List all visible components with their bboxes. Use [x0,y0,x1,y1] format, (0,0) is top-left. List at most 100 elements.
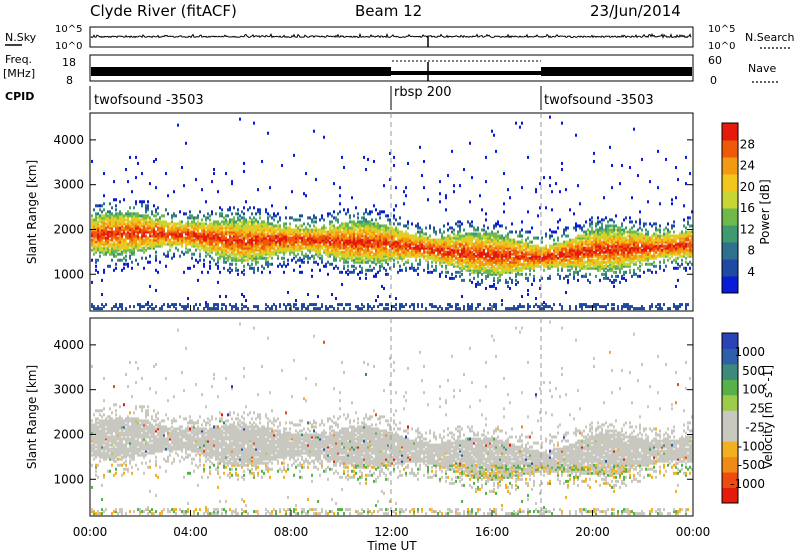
power-cell [419,236,421,240]
power-cell [511,248,513,252]
power-cell [93,305,95,309]
power-cell [273,226,275,230]
power-cell [389,256,391,260]
power-cell [475,250,477,254]
power-cell [381,258,383,262]
power-cell [289,236,291,240]
power-cell [459,224,461,228]
noise-panel-frame [89,26,694,48]
power-cell [97,258,99,262]
power-cell [517,250,519,254]
power-cell [405,266,407,270]
power-cell [227,258,229,262]
power-cell [557,248,559,252]
power-cell [339,242,341,246]
power-cell [521,264,523,268]
power-cell [313,248,315,252]
power-cell [223,254,225,258]
power-cell [265,224,267,228]
power-cell [93,242,95,246]
power-cell [571,242,573,246]
power-cell [329,234,331,238]
power-cell [373,240,375,244]
power-cell [375,250,377,254]
power-cell [553,258,555,262]
power-cell [513,256,515,260]
power-cell [385,246,387,250]
power-cell [361,216,363,220]
power-cell [415,248,417,252]
power-cell [229,246,231,250]
power-cell [97,240,99,244]
power-cell [479,254,481,258]
power-cell [167,194,169,198]
power-cell [117,240,119,244]
power-cell [485,246,487,250]
power-cell [299,244,301,248]
power-cell [383,258,385,262]
power-cell [555,262,557,266]
power-cell [93,240,95,244]
power-cell [131,234,133,238]
power-cell [517,266,519,270]
power-cell [161,230,163,234]
power-cell [447,254,449,258]
power-cell [497,238,499,242]
power-cell [351,196,353,200]
power-cell [413,248,415,252]
power-cell [253,220,255,224]
power-cell [199,236,201,240]
power-cell [549,236,551,240]
power-cell [267,260,269,264]
power-cell [539,258,541,262]
power-cell [367,307,369,311]
power-cell [127,226,129,230]
power-cell [497,252,499,256]
power-cell [585,305,587,309]
power-cell [533,264,535,268]
power-cell [93,236,95,240]
power-cell [121,214,123,218]
power-cell [487,226,489,230]
power-cell [481,266,483,270]
power-cell [317,240,319,244]
power-cell [193,232,195,236]
power-cell [327,240,329,244]
power-cell [469,222,471,226]
power-cell [163,220,165,224]
power-cell [561,161,563,165]
power-cell [585,246,587,250]
power-cell [261,236,263,240]
power-cell [433,258,435,262]
power-cell [515,268,517,272]
power-cell [347,208,349,212]
power-cell [239,240,241,244]
power-cell [431,256,433,260]
power-cell [311,220,313,224]
power-cell [587,236,589,240]
power-cell [543,252,545,256]
power-cell [357,250,359,254]
power-cell [541,236,543,240]
power-cell [567,258,569,262]
power-cell [563,264,565,268]
power-cell [473,258,475,262]
power-cell [211,232,213,236]
power-cell [531,250,533,254]
power-cell [237,228,239,232]
power-cell [305,238,307,242]
power-cell [591,244,593,248]
power-cell [219,222,221,226]
power-cell [345,248,347,252]
power-cell [165,172,167,176]
power-cell [273,246,275,250]
power-cell [127,232,129,236]
power-cell [145,204,147,208]
power-cell [519,248,521,252]
power-cell [373,260,375,264]
power-cell [475,264,477,268]
power-cell [265,303,267,307]
power-cell [389,178,391,182]
power-cell [101,307,103,311]
power-cell [465,264,467,268]
